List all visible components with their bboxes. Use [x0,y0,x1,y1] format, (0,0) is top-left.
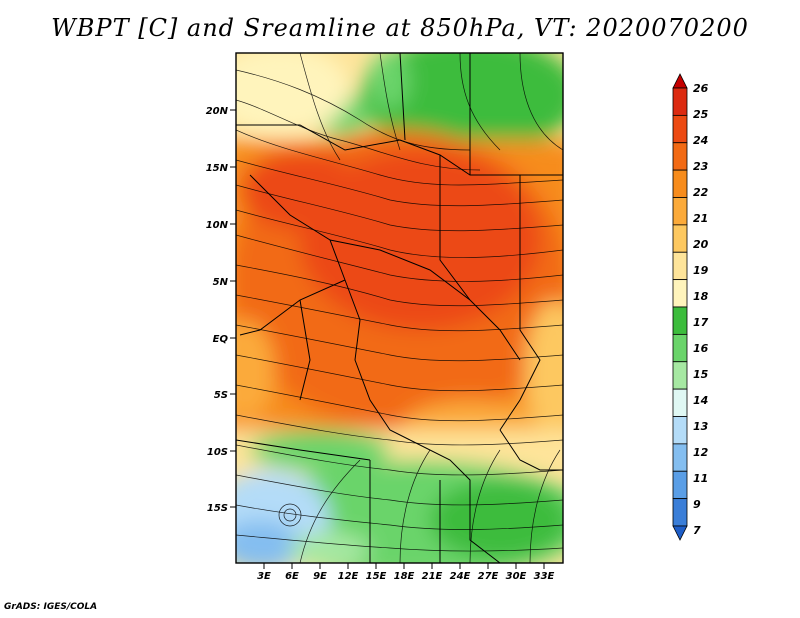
colorbar-label: 12 [693,446,709,459]
lon-label: 24E [450,571,471,582]
colorbar-label: 16 [693,342,709,355]
colorbar-top-arrow [672,73,688,89]
colorbar-swatch [672,224,688,253]
lat-label: EQ [213,334,229,345]
lat-label: 10S [207,447,228,458]
colorbar-swatch [672,470,688,500]
lat-label: 5N [213,277,229,288]
colorbar-label: 19 [693,264,709,277]
lon-label: 33E [534,571,555,582]
colorbar-label: 11 [693,472,708,485]
streamlines [236,53,563,563]
colorbar-swatch [672,333,688,363]
wbpt-field [236,53,563,563]
lon-label: 30E [506,571,527,582]
colorbar-label: 7 [693,524,701,537]
colorbar-label: 20 [693,238,709,251]
lat-label: 5S [214,390,228,401]
colorbar-swatch [672,416,688,445]
colorbar: 26 25 24 23 22 21 20 19 18 17 16 15 14 13 12 11 9 7 [672,73,709,541]
latitude-axis [230,109,236,508]
colorbar-swatch [672,306,688,335]
colorbar-label: 18 [693,290,709,303]
colorbar-swatch [672,197,688,226]
lon-label: 27E [478,571,499,582]
grads-credit: GrADS: IGES/COLA [4,602,98,612]
lat-label: 15S [207,503,228,514]
colorbar-label: 14 [693,394,708,407]
colorbar-label: 17 [693,316,709,329]
colorbar-label: 13 [693,420,709,433]
colorbar-label: 25 [693,108,709,121]
lon-label: 15E [366,571,387,582]
lon-label: 3E [257,571,271,582]
lon-label: 6E [285,571,299,582]
colorbar-swatch [672,142,688,171]
colorbar-swatch [672,443,688,472]
colorbar-swatch [672,279,688,308]
lat-label: 15N [206,163,229,174]
colorbar-swatch [672,361,688,390]
lon-label: 12E [338,571,359,582]
colorbar-label: 15 [693,368,709,381]
colorbar-bottom-arrow [672,525,688,541]
colorbar-swatch [672,388,688,417]
colorbar-label: 9 [693,498,701,511]
map-title: WBPT [C] and Sreamline at 850hPa, VT: 20… [51,14,749,42]
colorbar-swatch [672,169,688,198]
map-frame [235,52,564,564]
lat-label: 20N [206,106,229,117]
longitude-axis [263,563,545,569]
lon-label: 18E [394,571,415,582]
colorbar-label: 23 [693,160,709,173]
colorbar-label: 22 [693,186,709,199]
lat-label: 10N [206,220,229,231]
lon-label: 9E [313,571,327,582]
colorbar-swatch [672,251,688,281]
country-borders [236,53,563,563]
colorbar-label: 24 [693,134,708,147]
colorbar-swatch [672,114,688,144]
colorbar-swatch [672,87,688,116]
colorbar-label: 26 [693,82,709,95]
colorbar-swatch [672,498,688,527]
colorbar-label: 21 [693,212,708,225]
lon-label: 21E [422,571,443,582]
